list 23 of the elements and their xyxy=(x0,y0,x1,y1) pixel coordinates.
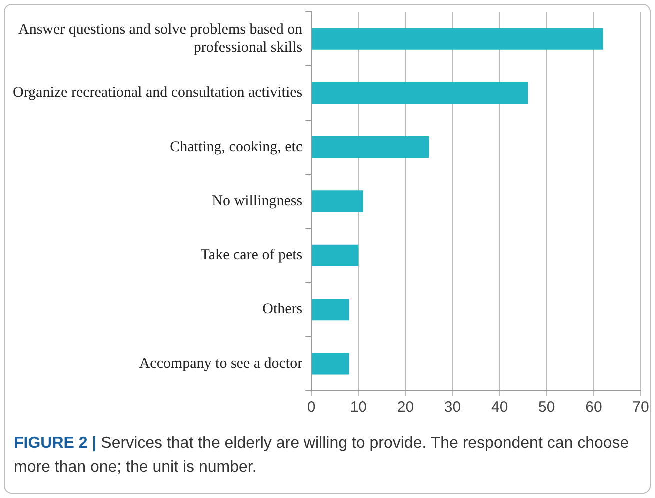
x-tick-label: 30 xyxy=(444,399,462,416)
y-tick-label: Chatting, cooking, etc xyxy=(170,139,303,156)
y-tick-label: Answer questions and solve problems based on professional skills xyxy=(18,22,304,56)
x-tick-label: 10 xyxy=(350,399,368,416)
bar xyxy=(312,298,350,321)
x-tick-label: 50 xyxy=(538,399,556,416)
bar xyxy=(312,136,430,158)
bar xyxy=(312,190,364,212)
bar xyxy=(312,353,350,375)
x-tick-label: 20 xyxy=(397,399,414,416)
caption: FIGURE 2 | Services that the elderly are willing to provide. The respondent can choose more than one; the unit is number. xyxy=(14,434,630,478)
x-tick-label: 60 xyxy=(586,399,602,416)
bar xyxy=(312,82,528,104)
y-tick-label: Organize recreational and consultation activities xyxy=(13,85,303,102)
x-tick-label: 40 xyxy=(491,399,508,416)
x-tick-label: 0 xyxy=(307,399,316,416)
y-tick-label: Accompany to see a doctor xyxy=(139,356,303,372)
bar xyxy=(312,28,604,50)
x-tick-label: 70 xyxy=(632,399,650,416)
bar xyxy=(312,244,359,266)
y-tick-label: No willingness xyxy=(212,193,303,210)
y-tick-label: Others xyxy=(262,302,303,318)
y-tick-label: Take care of pets xyxy=(200,248,303,264)
